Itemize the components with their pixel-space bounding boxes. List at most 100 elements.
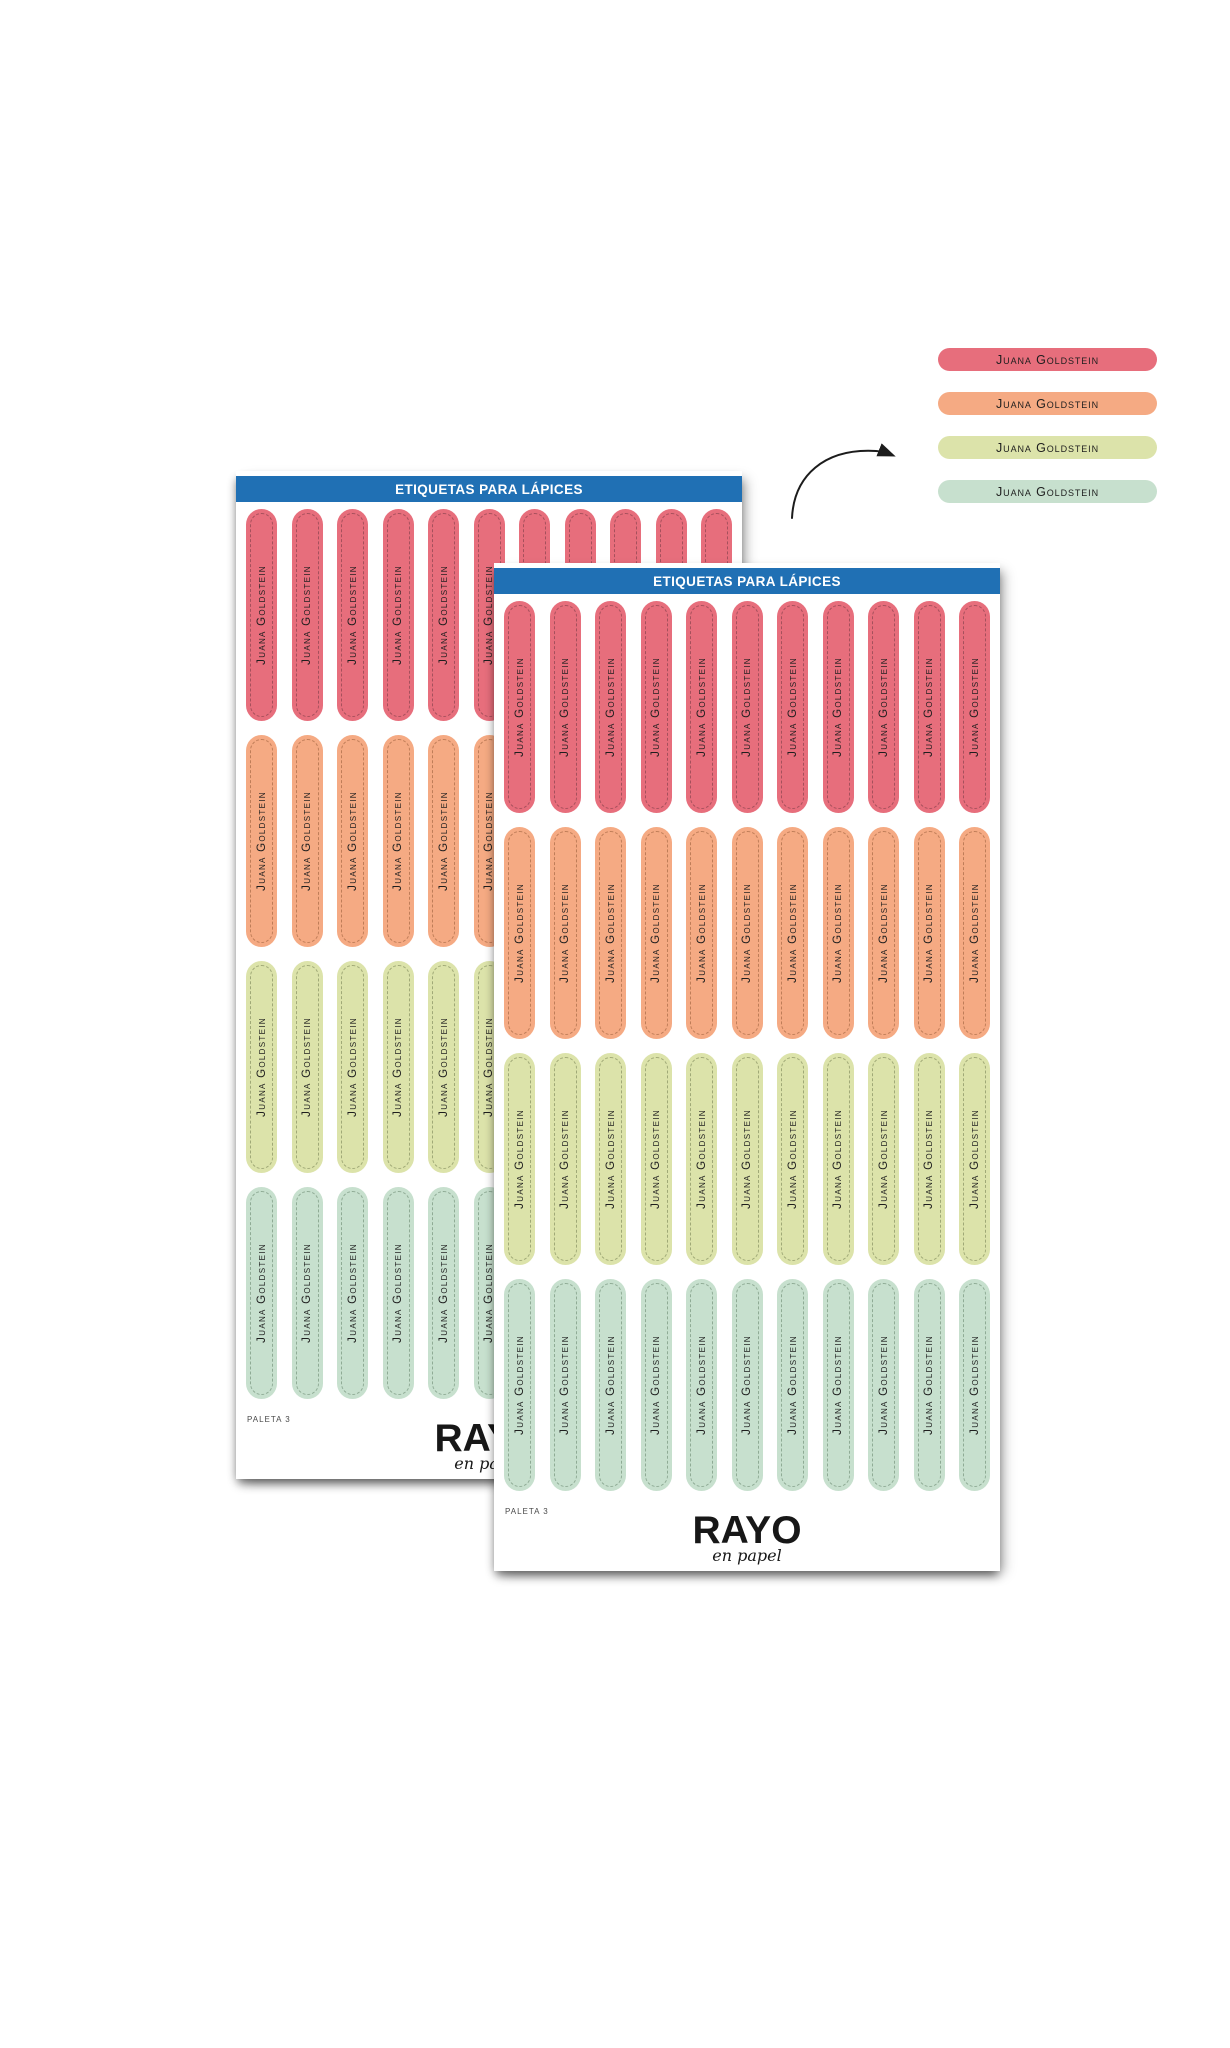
cut-line — [735, 1283, 759, 1487]
sheet-title: ETIQUETAS PARA LÁPICES — [653, 573, 841, 589]
cut-line — [386, 1191, 410, 1395]
curved-arrow-icon — [791, 443, 896, 519]
cut-line — [386, 513, 410, 717]
cut-line — [432, 1191, 455, 1395]
cut-line — [735, 1057, 759, 1261]
cut-line — [690, 1283, 713, 1487]
label-name-text: Juana Goldstein — [255, 1243, 268, 1343]
cut-line — [341, 513, 364, 717]
brand-tagline: en papel — [712, 1546, 782, 1565]
label-name-text: Juana Goldstein — [392, 791, 404, 891]
label-name-text: Juana Goldstein — [650, 657, 662, 757]
pencil-label-mint-teal: Juana Goldstein — [731, 1279, 763, 1491]
label-name-text: Juana Goldstein — [877, 657, 890, 757]
pencil-label-peach-orange: Juana Goldstein — [337, 735, 368, 947]
cut-line — [872, 1057, 895, 1261]
label-name-text: Juana Goldstein — [786, 1109, 799, 1209]
label-name-text: Juana Goldstein — [559, 1335, 571, 1435]
palette-note: PALETA 3 — [505, 1507, 549, 1516]
label-name-text: Juana Goldstein — [968, 1335, 981, 1435]
label-name-text: Juana Goldstein — [968, 657, 981, 757]
pencil-label-light-green: Juana Goldstein — [549, 1053, 581, 1265]
pencil-label-coral-red: Juana Goldstein — [246, 509, 277, 721]
pencil-label-coral-red: Juana Goldstein — [959, 601, 990, 813]
sheet-title-bar: ETIQUETAS PARA LÁPICES — [236, 476, 742, 502]
pencil-label-peach-orange: Juana Goldstein — [959, 827, 990, 1039]
label-rows: Juana Goldstein Juana Goldstein Juana Gold… — [504, 601, 990, 1505]
cut-line — [553, 1283, 577, 1487]
cut-line — [735, 605, 759, 809]
cut-line — [917, 831, 941, 1035]
pencil-label-light-green: Juana Goldstein — [913, 1053, 945, 1265]
pencil-label-mint-teal: Juana Goldstein — [504, 1279, 535, 1491]
pencil-label-light-green: Juana Goldstein — [246, 961, 277, 1173]
swatch-name-text: Juana Goldstein — [996, 352, 1099, 367]
label-name-text: Juana Goldstein — [650, 1109, 662, 1209]
pencil-label-mint-teal: Juana Goldstein — [913, 1279, 945, 1491]
cut-line — [508, 605, 531, 809]
label-name-text: Juana Goldstein — [695, 1335, 708, 1435]
pencil-label-mint-teal: Juana Goldstein — [382, 1187, 414, 1399]
cut-line — [963, 1283, 986, 1487]
cut-line — [432, 513, 455, 717]
pencil-label-coral-red: Juana Goldstein — [868, 601, 899, 813]
pencil-label-light-green: Juana Goldstein — [731, 1053, 763, 1265]
cut-line — [250, 965, 273, 1169]
label-row-mint-teal: Juana Goldstein Juana Goldstein Juana Gold… — [504, 1279, 990, 1491]
label-name-text: Juana Goldstein — [301, 791, 313, 891]
cut-line — [781, 1283, 804, 1487]
label-name-text: Juana Goldstein — [923, 883, 935, 983]
pencil-label-mint-teal: Juana Goldstein — [549, 1279, 581, 1491]
cut-line — [553, 1057, 577, 1261]
cut-line — [917, 1057, 941, 1261]
cut-line — [295, 965, 319, 1169]
label-name-text: Juana Goldstein — [392, 1017, 404, 1117]
pencil-label-peach-orange: Juana Goldstein — [595, 827, 626, 1039]
cut-line — [599, 1283, 622, 1487]
cut-line — [553, 605, 577, 809]
label-name-text: Juana Goldstein — [968, 1109, 981, 1209]
label-name-text: Juana Goldstein — [604, 657, 617, 757]
pencil-label-mint-teal: Juana Goldstein — [428, 1187, 459, 1399]
pencil-label-light-green: Juana Goldstein — [777, 1053, 808, 1265]
label-name-text: Juana Goldstein — [346, 1243, 359, 1343]
label-name-text: Juana Goldstein — [559, 657, 571, 757]
cut-line — [781, 831, 804, 1035]
pencil-label-coral-red: Juana Goldstein — [913, 601, 945, 813]
brand-logo: RAYO en papel — [494, 1511, 1000, 1565]
pencil-label-coral-red: Juana Goldstein — [777, 601, 808, 813]
label-name-text: Juana Goldstein — [741, 1109, 753, 1209]
label-name-text: Juana Goldstein — [786, 883, 799, 983]
label-name-text: Juana Goldstein — [392, 1243, 404, 1343]
cut-line — [917, 605, 941, 809]
cut-line — [599, 1057, 622, 1261]
label-name-text: Juana Goldstein — [832, 1109, 844, 1209]
pencil-label-peach-orange: Juana Goldstein — [640, 827, 672, 1039]
pencil-label-peach-orange: Juana Goldstein — [549, 827, 581, 1039]
pencil-label-light-green: Juana Goldstein — [640, 1053, 672, 1265]
pencil-label-mint-teal: Juana Goldstein — [595, 1279, 626, 1491]
pencil-label-coral-red: Juana Goldstein — [686, 601, 717, 813]
cut-line — [826, 831, 850, 1035]
cut-line — [690, 1057, 713, 1261]
cut-line — [341, 739, 364, 943]
cut-line — [295, 1191, 319, 1395]
color-swatch-peach-orange: Juana Goldstein — [938, 392, 1157, 415]
cut-line — [781, 605, 804, 809]
pencil-label-peach-orange: Juana Goldstein — [868, 827, 899, 1039]
pencil-label-light-green: Juana Goldstein — [337, 961, 368, 1173]
cut-line — [826, 605, 850, 809]
color-swatch-mint-teal: Juana Goldstein — [938, 480, 1157, 503]
pencil-label-coral-red: Juana Goldstein — [595, 601, 626, 813]
label-name-text: Juana Goldstein — [695, 1109, 708, 1209]
pencil-label-mint-teal: Juana Goldstein — [822, 1279, 854, 1491]
label-name-text: Juana Goldstein — [392, 565, 404, 665]
pencil-label-coral-red: Juana Goldstein — [640, 601, 672, 813]
label-name-text: Juana Goldstein — [877, 1335, 890, 1435]
brand-name: RAYO — [692, 1509, 802, 1552]
cut-line — [553, 831, 577, 1035]
label-name-text: Juana Goldstein — [695, 657, 708, 757]
pencil-label-light-green: Juana Goldstein — [822, 1053, 854, 1265]
label-name-text: Juana Goldstein — [604, 1335, 617, 1435]
